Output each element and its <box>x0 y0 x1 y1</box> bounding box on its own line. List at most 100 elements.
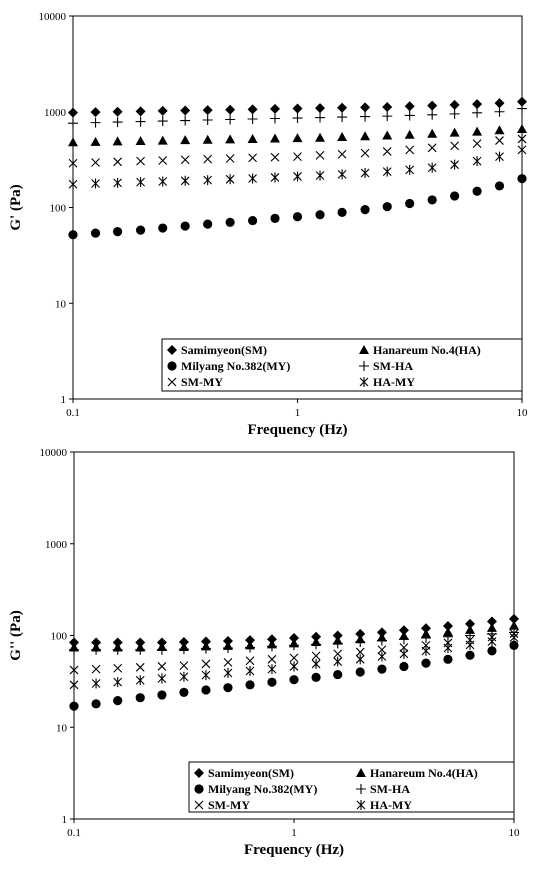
data-point <box>156 644 167 655</box>
data-point <box>382 202 392 212</box>
data-point <box>135 693 145 703</box>
data-point <box>136 177 145 188</box>
data-point <box>90 228 101 238</box>
y-tick-label: 10000 <box>40 447 68 459</box>
data-point <box>68 118 78 129</box>
data-point <box>289 661 299 672</box>
data-point <box>69 637 79 648</box>
data-point <box>201 685 211 695</box>
data-point <box>266 641 277 652</box>
data-point <box>158 176 168 187</box>
data-point <box>113 677 123 688</box>
data-point <box>355 647 365 657</box>
data-point <box>91 664 101 674</box>
data-point <box>113 177 122 188</box>
data-point <box>179 687 189 697</box>
series-3 <box>68 103 527 129</box>
y-tick-label: 100 <box>51 631 68 643</box>
data-point <box>360 131 371 141</box>
y-tick-label: 10000 <box>39 11 67 23</box>
data-point <box>487 646 497 656</box>
data-point <box>223 657 233 667</box>
data-point <box>245 680 255 690</box>
data-point <box>292 113 303 124</box>
data-point <box>135 116 146 127</box>
data-point <box>270 152 280 162</box>
data-point <box>311 658 321 669</box>
data-point <box>421 658 431 668</box>
data-point <box>315 103 326 114</box>
data-point <box>382 166 392 177</box>
data-point <box>225 217 235 227</box>
data-point <box>337 149 347 159</box>
data-point <box>270 103 281 114</box>
data-point <box>158 223 168 233</box>
data-point <box>112 227 123 237</box>
data-point <box>112 637 123 648</box>
data-point <box>337 131 348 141</box>
data-point <box>180 135 191 145</box>
data-point <box>91 678 101 689</box>
data-point <box>91 158 100 167</box>
data-point <box>450 141 460 151</box>
data-point <box>421 645 431 656</box>
data-point <box>377 651 387 662</box>
legend-label: Hanareum No.4(HA) <box>373 343 481 357</box>
data-point <box>225 104 236 115</box>
data-point <box>180 175 190 186</box>
data-point <box>113 157 122 167</box>
data-point <box>509 620 519 630</box>
data-point <box>180 115 191 126</box>
data-point <box>200 643 211 654</box>
legend-marker <box>359 377 369 387</box>
series-2 <box>69 640 519 711</box>
data-point <box>293 171 302 182</box>
data-point <box>404 101 415 112</box>
data-point <box>443 654 453 664</box>
y-axis-title: G' (Pa) <box>8 184 24 230</box>
legend-marker <box>194 768 204 778</box>
data-point <box>333 649 343 659</box>
data-point <box>202 134 213 144</box>
data-point <box>157 662 167 671</box>
data-point <box>472 139 482 148</box>
data-point <box>289 632 299 643</box>
data-point <box>135 662 145 672</box>
data-point <box>449 127 460 137</box>
data-point <box>69 665 79 675</box>
data-point <box>420 623 431 634</box>
data-point <box>355 654 365 665</box>
data-point <box>113 696 123 706</box>
data-point <box>225 154 235 163</box>
data-point <box>223 668 233 679</box>
data-point <box>360 205 370 215</box>
data-point <box>69 701 79 711</box>
data-point <box>382 147 392 156</box>
series-1 <box>68 124 527 147</box>
data-point <box>68 230 78 240</box>
data-point <box>517 134 527 144</box>
data-point <box>91 699 101 709</box>
data-point <box>517 144 527 155</box>
legend-marker <box>359 361 369 371</box>
data-point <box>355 667 365 677</box>
data-point <box>225 174 235 185</box>
data-point <box>91 178 100 189</box>
data-point <box>266 634 277 645</box>
legend-marker <box>167 361 177 371</box>
data-point <box>203 175 213 186</box>
data-point <box>311 672 321 682</box>
data-point <box>382 111 393 122</box>
legend-label: Milyang No.382(MY) <box>208 782 317 796</box>
data-point <box>180 105 191 116</box>
data-point <box>270 213 280 223</box>
data-point <box>337 102 348 113</box>
data-point <box>355 628 366 639</box>
data-point <box>267 654 277 664</box>
series-4 <box>68 134 527 168</box>
data-point <box>311 639 322 650</box>
data-point <box>293 152 302 161</box>
data-point <box>427 128 438 138</box>
data-point <box>315 170 325 181</box>
data-point <box>247 133 258 143</box>
